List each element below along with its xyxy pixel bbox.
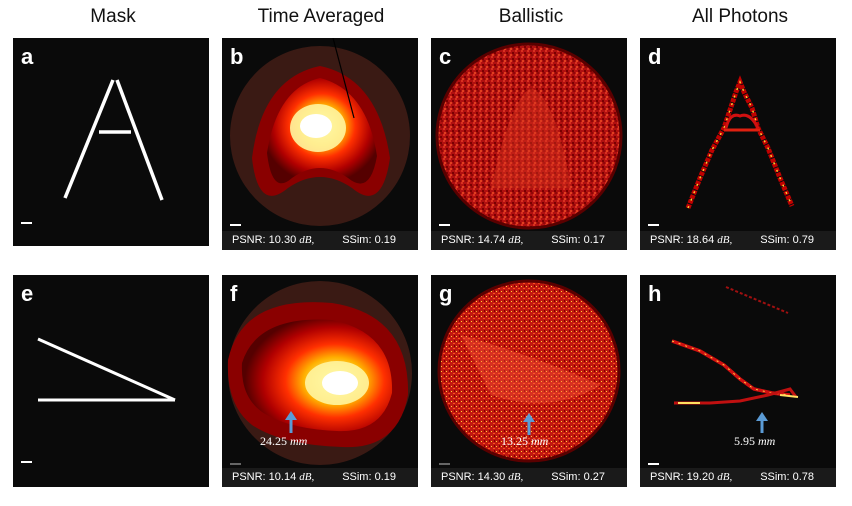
psnr-value: PSNR: 14.30 dB, (441, 471, 524, 483)
ssim-value: SSim: 0.17 (551, 234, 605, 246)
panel-label: h (648, 281, 662, 306)
distance-label: 5.95 mm (734, 434, 776, 448)
all-photons-reconstruction-image (685, 75, 795, 209)
psnr-value: PSNR: 14.74 dB, (441, 234, 524, 246)
metrics-strip: PSNR: 14.74 dB, SSim: 0.17 (431, 231, 627, 250)
panel-label: b (230, 44, 244, 69)
scale-bar (648, 224, 659, 226)
panel-b-time-averaged: b PSNR: 10.30 dB, SSim: 0.19 (222, 38, 418, 250)
metrics-strip: PSNR: 18.64 dB, SSim: 0.79 (640, 231, 836, 250)
ballistic-reconstruction-image (435, 42, 623, 230)
panel-label: d (648, 44, 662, 69)
ssim-value: SSim: 0.19 (342, 234, 396, 246)
all-photons-reconstruction-image (671, 286, 799, 433)
column-title-ballistic: Ballistic (498, 6, 564, 27)
ssim-value: SSim: 0.19 (342, 471, 396, 483)
distance-label: 13.25 mm (501, 434, 549, 448)
panel-label: e (21, 281, 34, 306)
distance-label: 24.25 mm (260, 434, 308, 448)
column-title-all-photons: All Photons (691, 6, 789, 27)
scale-bar (230, 224, 241, 226)
metrics-strip: PSNR: 14.30 dB, SSim: 0.27 (431, 468, 627, 487)
panel-f-time-averaged: f 24.25 mm PSNR: 10.14 dB, SSim: 0.19 (222, 275, 418, 487)
psnr-value: PSNR: 10.14 dB, (232, 471, 315, 483)
panel-g-ballistic: g 13.25 mm PSNR: 14.30 dB, SSim: 0.27 (431, 275, 627, 487)
scale-bar (230, 463, 241, 465)
panel-c-ballistic: c PSNR: 14.74 dB, SSim: 0.17 (431, 38, 627, 250)
metrics-strip: PSNR: 10.14 dB, SSim: 0.19 (222, 468, 418, 487)
scale-bar (439, 224, 450, 226)
metrics-strip: PSNR: 10.30 dB, SSim: 0.19 (222, 231, 418, 250)
scale-bar (439, 463, 450, 465)
mask-letter-a-image (63, 79, 164, 201)
ssim-value: SSim: 0.79 (760, 234, 814, 246)
ssim-value: SSim: 0.27 (551, 471, 605, 483)
psnr-value: PSNR: 10.30 dB, (232, 234, 315, 246)
ssim-value: SSim: 0.78 (760, 471, 814, 483)
panel-label: g (439, 281, 453, 306)
metrics-strip: PSNR: 19.20 dB, SSim: 0.78 (640, 468, 836, 487)
panel-d-all-photons: d PSNR: 18.64 dB, SSim: 0.79 (640, 38, 836, 250)
panel-label: a (21, 44, 34, 69)
time-averaged-reconstruction-image (227, 281, 412, 465)
panel-e-mask: e (13, 275, 209, 487)
mask-triangle-image (37, 337, 176, 402)
scale-bar (21, 461, 32, 463)
time-averaged-reconstruction-image (230, 38, 410, 226)
ballistic-reconstruction-image (437, 279, 621, 463)
psnr-value: PSNR: 19.20 dB, (650, 471, 733, 483)
psnr-value: PSNR: 18.64 dB, (650, 234, 733, 246)
panel-label: f (230, 281, 238, 306)
panel-a-mask: a (13, 38, 209, 246)
panel-h-all-photons: h 5.95 mm PSNR: 19.20 dB, SSim: 0.78 (640, 275, 836, 487)
panel-label: c (439, 44, 452, 69)
scale-bar (21, 222, 32, 224)
scale-bar (648, 463, 659, 465)
column-title-mask: Mask (90, 6, 136, 27)
column-title-time-averaged: Time Averaged (257, 6, 385, 27)
